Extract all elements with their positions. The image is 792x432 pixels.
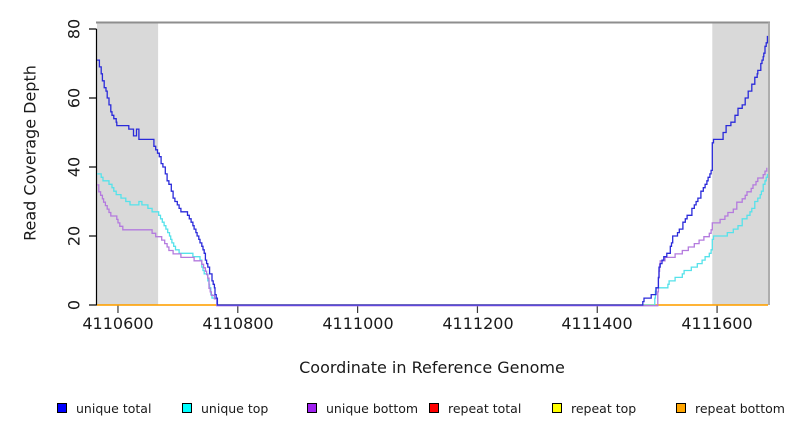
- x-tick-label: 4111400: [561, 314, 633, 333]
- legend-item-label: unique total: [76, 400, 152, 416]
- y-tick-label: 80: [64, 18, 84, 40]
- legend: unique total unique top unique bottom re…: [0, 398, 792, 420]
- legend-swatch: [307, 403, 317, 413]
- legend-item-label: repeat top: [571, 400, 637, 416]
- legend-item-label: unique top: [201, 400, 269, 416]
- repeat-region-shading: [712, 22, 768, 305]
- legend-item: unique total: [57, 398, 151, 418]
- y-axis-title: Read Coverage Depth: [20, 65, 40, 241]
- legend-item-label: unique bottom: [326, 400, 419, 416]
- x-tick-label: 4111600: [681, 314, 753, 333]
- series-unique-total: [97, 35, 769, 306]
- legend-swatch: [676, 403, 686, 413]
- legend-swatch: [552, 403, 562, 413]
- legend-item-label: repeat bottom: [695, 400, 785, 416]
- legend-swatch: [429, 403, 439, 413]
- x-tick-label: 4111000: [322, 314, 394, 333]
- legend-item: repeat bottom: [676, 398, 785, 418]
- x-tick-label: 4110800: [202, 314, 274, 333]
- legend-item: unique top: [182, 398, 268, 418]
- legend-item: repeat total: [429, 398, 521, 418]
- series-unique-top: [97, 173, 769, 306]
- y-tick-label: 0: [64, 299, 84, 311]
- legend-swatch: [182, 403, 192, 413]
- legend-item-label: repeat total: [448, 400, 522, 416]
- legend-item: repeat top: [552, 398, 636, 418]
- x-tick-label: 4111200: [442, 314, 514, 333]
- legend-item: unique bottom: [307, 398, 418, 418]
- y-tick-label: 40: [64, 156, 84, 178]
- x-axis-title: Coordinate in Reference Genome: [299, 358, 565, 377]
- legend-swatch: [57, 403, 67, 413]
- x-tick-label: 4110600: [82, 314, 154, 333]
- y-tick-label: 60: [64, 87, 84, 109]
- series-unique-bottom: [97, 167, 768, 307]
- repeat-region-shading: [97, 22, 159, 305]
- y-tick-label: 20: [64, 225, 84, 247]
